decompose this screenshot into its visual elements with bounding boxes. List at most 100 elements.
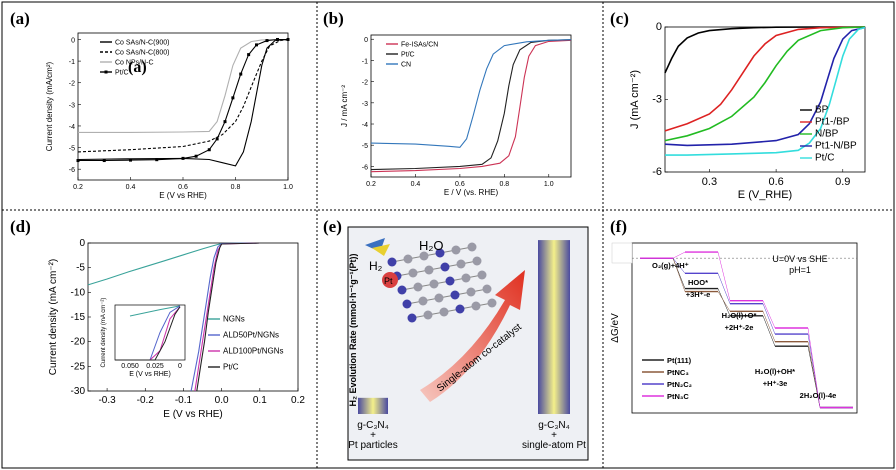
legend-label-d-2: ALD100Pt/NGNs: [223, 347, 283, 356]
series-line-d-3: [196, 242, 260, 392]
y-axis-label-e: H₂ Evolution Rate (mmol·h⁻¹g⁻¹(Pt)): [348, 254, 358, 407]
condition-label-0: U=0V vs SHE: [772, 254, 827, 264]
legend-label-d-1: ALD50Pt/NGNs: [223, 331, 279, 340]
connector-1-1: [717, 291, 731, 312]
lattice-atom-22: [466, 287, 476, 297]
series-line-b-0: [370, 39, 572, 173]
series-marker-a-3-4: [181, 156, 185, 160]
lattice-atom-1: [403, 254, 413, 264]
bar-category-label-0-0: g-C₃N₄: [357, 420, 389, 431]
connector-3-0: [672, 251, 686, 259]
x-tick-label-a-4: 1.0: [283, 184, 293, 191]
y-tick-label-b-2: -2: [362, 80, 368, 87]
bar-category-label-1-0: g-C₃N₄: [538, 420, 570, 431]
step-label-3-0: H₂O(l)+OH*: [755, 367, 795, 376]
step-label-1-1: +3H⁺-e: [686, 290, 711, 299]
lattice-atom-3: [435, 248, 445, 258]
panel-label-f: (f): [610, 217, 627, 236]
chart-b: 0.2 0.4 0.6 0.8 1.0 0 -1 -2 -3 -4 -5 -6 E / V (vs. R…: [340, 34, 572, 197]
step-label-0-0: O₂(g)+4H⁺: [652, 261, 689, 270]
lattice-atom-21: [450, 290, 460, 300]
y-axis-label-f: ΔG/eV: [610, 313, 621, 343]
series-line-c-2: [664, 26, 866, 142]
x-tick-label-d-0: -0.3: [98, 395, 116, 406]
lattice-atom-27: [455, 304, 465, 314]
legend-label-b-2: CN: [401, 62, 411, 69]
step-label-2-0: H₂O(l)+O*: [722, 311, 757, 320]
lattice-atom-12: [397, 285, 407, 295]
legend-label-c-2: N/BP: [815, 129, 839, 140]
inset-x-tick-label-1: 0.025: [146, 363, 164, 370]
y-tick-label-a-4: -4: [69, 124, 75, 131]
inset-x-tick-label-2: 0: [178, 363, 182, 370]
pt-atom-label: Pt: [384, 276, 393, 286]
series-marker-a-3-14: [276, 37, 279, 41]
x-tick-label-b-3: 0.8: [499, 181, 509, 188]
x-axis-label-d: E (V vs RHE): [163, 409, 222, 420]
series-line-d-1: [190, 242, 260, 392]
series-marker-a-3-10: [239, 72, 243, 76]
connector-2-2: [762, 303, 776, 335]
bar-category-label-1-2: single-atom Pt: [522, 440, 586, 451]
lattice-atom-8: [424, 265, 434, 275]
lattice-atom-23: [482, 284, 492, 294]
inset-x-tick-label-0: 0.050: [121, 363, 139, 370]
condition-label-1: pH=1: [789, 265, 811, 275]
bar-category-label-0-1: +: [370, 430, 376, 441]
x-tick-label-b-0: 0.2: [366, 181, 376, 188]
panel-a-inset-label: (a): [128, 59, 147, 76]
series-line-b-2: [370, 39, 572, 148]
legend-label-f-3: PtN₃C: [667, 392, 689, 401]
panel-label-b: (b): [323, 9, 344, 28]
y-tick-label-b-5: -5: [362, 143, 368, 150]
y-tick-label-a-1: -1: [69, 59, 75, 66]
x-tick-label-b-2: 0.6: [455, 181, 465, 188]
y-axis-label-a: Current density (mA/cm²): [45, 61, 54, 151]
series-line-a-3: [78, 38, 288, 162]
plot-frame-b: [370, 34, 572, 178]
x-tick-label-d-3: 0.0: [215, 395, 229, 406]
x-tick-label-a-0: 0.2: [73, 184, 83, 191]
bar-0: [358, 397, 388, 414]
inset-y-axis-label: Current density (mA cm⁻²): [101, 298, 107, 368]
y-tick-label-c-1: -3: [652, 94, 662, 106]
y-tick-label-c-0: 0: [656, 21, 662, 33]
bar-category-label-1-1: +: [551, 430, 557, 441]
lattice-atom-9: [440, 262, 450, 272]
legend-label-f-0: Pt(111): [667, 356, 692, 365]
y-axis-label-c: J (mA cm⁻²): [629, 70, 641, 129]
connector-1-2: [762, 311, 776, 342]
step-label-2-1: +2H⁺-2e: [725, 323, 754, 332]
y-tick-label-a-3: -3: [69, 102, 75, 109]
x-tick-label-a-3: 0.8: [231, 184, 241, 191]
x-tick-label-a-2: 0.6: [178, 184, 188, 191]
h2-label: H₂: [369, 259, 383, 273]
plot-frame-f: [631, 242, 858, 414]
connector-3-3: [807, 327, 821, 408]
legend-label-c-4: Pt/C: [815, 153, 834, 164]
panel-f-corner-box: [611, 242, 633, 264]
panel-label-e: (e): [323, 217, 342, 236]
y-axis-label-d: Current density (mA cm⁻²): [48, 259, 59, 375]
lattice-atom-11: [472, 256, 482, 266]
light-ray-yellow: [372, 244, 390, 256]
series-marker-a-3-6: [207, 148, 211, 152]
connector-0-2: [762, 315, 776, 347]
step-label-3-1: +H⁺-3e: [763, 379, 788, 388]
y-tick-label-b-1: -1: [362, 58, 368, 65]
connector-0-1: [717, 288, 731, 316]
legend-label-c-0: BP: [815, 105, 829, 116]
lattice-atom-29: [487, 298, 497, 308]
lattice-atom-17: [477, 270, 487, 280]
legend-label-b-0: Fe-ISAs/CN: [401, 42, 438, 49]
lattice-atom-15: [445, 276, 455, 286]
x-axis-label-a: E (V vs RHE): [159, 191, 207, 200]
panel-label-d: (d): [10, 217, 31, 236]
step-label-4-0: 2H₂O(l)-4e: [800, 391, 837, 400]
lattice-atom-20: [434, 293, 444, 303]
series-line-c-0: [664, 26, 865, 74]
inset-series-line-0: [129, 305, 181, 317]
series-marker-a-3-7: [215, 137, 219, 141]
lattice-atom-7: [408, 268, 418, 278]
x-tick-label-d-2: -0.1: [175, 395, 193, 406]
